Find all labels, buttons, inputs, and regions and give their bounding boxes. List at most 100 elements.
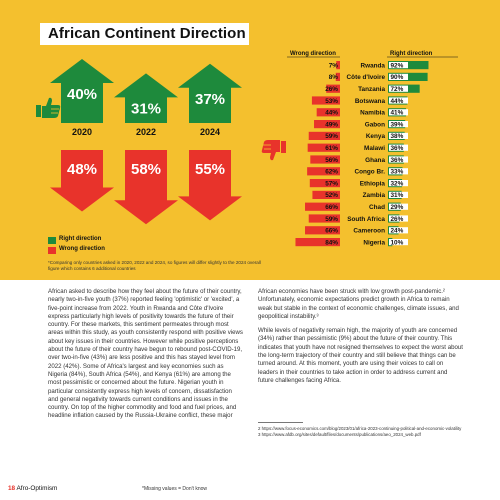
thumbs-up-part-1 — [42, 97, 61, 118]
value-right-3: 44% — [391, 98, 404, 105]
country-label-4: Namibia — [360, 110, 385, 117]
country-label-5: Gabon — [365, 121, 385, 128]
year-label-2022: 2022 — [136, 127, 156, 137]
value-right-15: 10% — [391, 239, 404, 246]
value-wrong-14: 66% — [325, 228, 338, 235]
value-wrong-12: 66% — [325, 204, 338, 211]
body-right-paragraph-1: African economies have been struck with … — [258, 288, 459, 320]
body-left-column: African asked to describe how they feel … — [48, 288, 243, 427]
country-label-0: Rwanda — [360, 62, 385, 69]
bar-wrong-8 — [310, 155, 340, 164]
value-wrong-4: 44% — [325, 110, 338, 117]
value-right-5: 39% — [391, 121, 404, 128]
footnote-divider — [258, 422, 303, 423]
arrow-up-label-2020: 40% — [67, 86, 97, 103]
value-wrong-13: 59% — [325, 216, 338, 223]
page-number: 18 Afro-Optimism — [8, 485, 57, 492]
thumbs-up-icon — [36, 97, 61, 118]
arrow-down-2020 — [50, 150, 114, 212]
value-right-0: 92% — [391, 62, 404, 69]
value-right-box-11 — [389, 191, 408, 198]
value-wrong-6: 59% — [325, 133, 338, 140]
page-footer — [0, 477, 500, 500]
value-wrong-11: 52% — [325, 192, 338, 199]
value-right-box-14 — [389, 227, 408, 234]
value-wrong-2: 26% — [325, 86, 338, 93]
value-right-8: 36% — [391, 157, 404, 164]
page-number-value: 18 — [8, 485, 16, 492]
value-right-13: 26% — [391, 216, 404, 223]
legend-right: Right direction — [48, 236, 168, 245]
value-right-2: 72% — [391, 86, 404, 93]
value-right-box-3 — [389, 97, 408, 104]
value-wrong-1: 8% — [329, 74, 339, 81]
value-right-box-2 — [389, 85, 408, 92]
value-wrong-5: 49% — [325, 121, 338, 128]
country-label-15: Nigeria — [363, 239, 385, 246]
value-wrong-9: 62% — [325, 169, 338, 176]
country-label-11: Zambia — [363, 192, 386, 199]
country-label-6: Kenya — [366, 133, 386, 140]
arrow-down-2022 — [114, 150, 178, 225]
value-right-4: 41% — [391, 110, 404, 117]
value-right-9: 33% — [391, 169, 404, 176]
arrow-up-2020 — [50, 59, 114, 123]
value-right-box-15 — [389, 239, 408, 246]
value-right-box-12 — [389, 203, 408, 210]
value-wrong-10: 57% — [325, 180, 338, 187]
bar-wrong-13 — [308, 214, 340, 223]
value-right-box-6 — [389, 132, 408, 139]
legend-right-label: Right direction — [59, 236, 102, 242]
arrow-down-2024 — [178, 150, 242, 221]
chart-panel — [0, 0, 500, 280]
bar-wrong-15 — [295, 238, 340, 247]
value-wrong-8: 56% — [325, 157, 338, 164]
value-wrong-0: 7% — [329, 62, 339, 69]
bar-wrong-5 — [314, 120, 340, 129]
value-right-12: 29% — [391, 204, 404, 211]
bar-wrong-6 — [308, 131, 340, 140]
footnote-2[interactable]: 2 https://www.focus-economics.com/blog/2… — [258, 426, 462, 431]
bar-wrong-12 — [305, 202, 340, 211]
value-wrong-3: 53% — [325, 98, 338, 105]
legend-wrong-swatch — [48, 247, 56, 254]
bar-wrong-0 — [336, 61, 340, 70]
header-right-direction: Right direction — [390, 51, 433, 57]
section-name: Afro-Optimism — [16, 485, 58, 492]
body-right-paragraph-2: While levels of negativity remain high, … — [258, 327, 463, 384]
value-right-box-7 — [389, 144, 408, 151]
bar-wrong-4 — [316, 108, 340, 117]
value-wrong-7: 61% — [325, 145, 338, 152]
value-wrong-15: 84% — [325, 239, 338, 246]
value-right-box-10 — [389, 180, 408, 187]
value-right-10: 32% — [391, 180, 404, 187]
arrow-down-label-2024: 55% — [195, 161, 225, 178]
country-label-14: Cameroon — [353, 228, 385, 235]
chart-footnote: *Comparing only countries asked in 2020,… — [48, 260, 261, 271]
value-right-box-0 — [389, 62, 408, 69]
country-label-1: Côte d'Ivoire — [347, 74, 386, 81]
year-label-2024: 2024 — [200, 127, 220, 137]
bar-wrong-7 — [307, 143, 340, 152]
value-right-1: 90% — [391, 74, 404, 81]
value-right-box-9 — [389, 168, 408, 175]
arrow-up-label-2022: 31% — [131, 100, 161, 117]
bar-wrong-1 — [335, 72, 340, 81]
bar-wrong-10 — [309, 179, 340, 188]
legend-right-swatch — [48, 237, 56, 244]
country-label-2: Tanzania — [358, 86, 385, 93]
value-right-11: 31% — [391, 192, 404, 199]
title-box — [40, 23, 249, 45]
bar-wrong-11 — [312, 190, 340, 199]
thumbs-up-part-0 — [36, 105, 41, 117]
bar-wrong-9 — [307, 167, 340, 176]
legend-wrong-label: Wrong direction — [59, 246, 105, 252]
footnote-3[interactable]: 3 https://www.afdb.org/sites/default/fil… — [258, 431, 421, 437]
value-right-6: 38% — [391, 133, 404, 140]
country-label-3: Botswana — [355, 98, 386, 105]
country-label-8: Ghana — [365, 157, 385, 164]
arrow-down-label-2020: 48% — [67, 161, 97, 178]
thumbs-down-part-0 — [281, 141, 286, 153]
value-right-box-1 — [389, 73, 408, 80]
